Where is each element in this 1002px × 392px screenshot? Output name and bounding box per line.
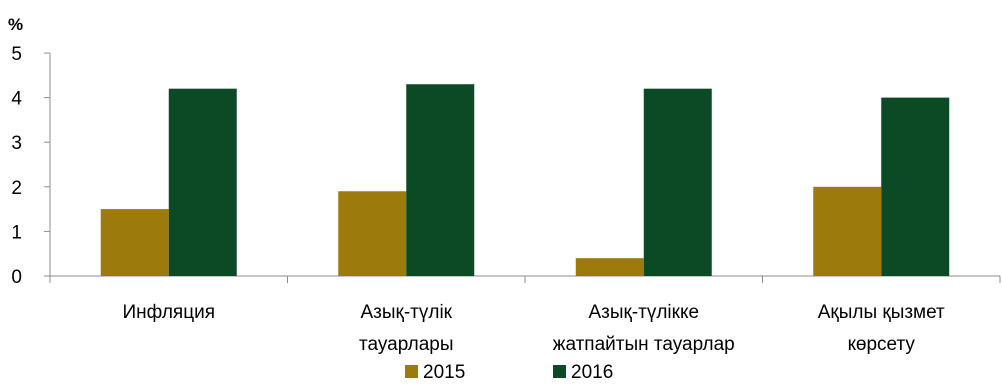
y-tick-label: 4: [11, 89, 22, 110]
x-category-label: Инфляция: [122, 302, 215, 323]
legend-swatch-2015: [405, 365, 418, 378]
bar-2015-4: [813, 186, 882, 276]
x-category-label: жатпайтын тауарлар: [553, 334, 735, 355]
y-unit-label: %: [8, 15, 23, 34]
bar-2015-3: [575, 258, 644, 276]
x-category-label: Азық-түлік: [360, 302, 452, 323]
x-category-label: Ақылы қызмет: [818, 302, 945, 323]
y-tick-label: 0: [11, 267, 22, 288]
legend-label-2016: 2016: [571, 362, 613, 383]
bar-2016-1: [168, 88, 237, 277]
x-axis-labels: Инфляция Азық-түлік тауарлары Азық-түлікке ж…: [122, 302, 945, 355]
legend-label-2015: 2015: [423, 362, 465, 383]
bar-2015-1: [100, 209, 169, 276]
bar-2016-3: [643, 88, 712, 277]
y-tick-label: 1: [11, 222, 22, 243]
bars: [100, 84, 950, 277]
bar-2015-2: [338, 191, 407, 276]
bar-2016-2: [406, 84, 475, 276]
x-category-label: тауарлары: [359, 334, 454, 355]
y-tick-label: 3: [11, 133, 22, 154]
x-category-label: Азық-түлікке: [588, 302, 699, 323]
bar-2016-4: [881, 97, 950, 276]
y-tick-label: 2: [11, 178, 22, 199]
x-category-label: көрсету: [848, 334, 916, 355]
y-tick-label: 5: [11, 44, 22, 65]
legend-swatch-2016: [553, 365, 566, 378]
legend: 2015 2016: [405, 362, 613, 383]
